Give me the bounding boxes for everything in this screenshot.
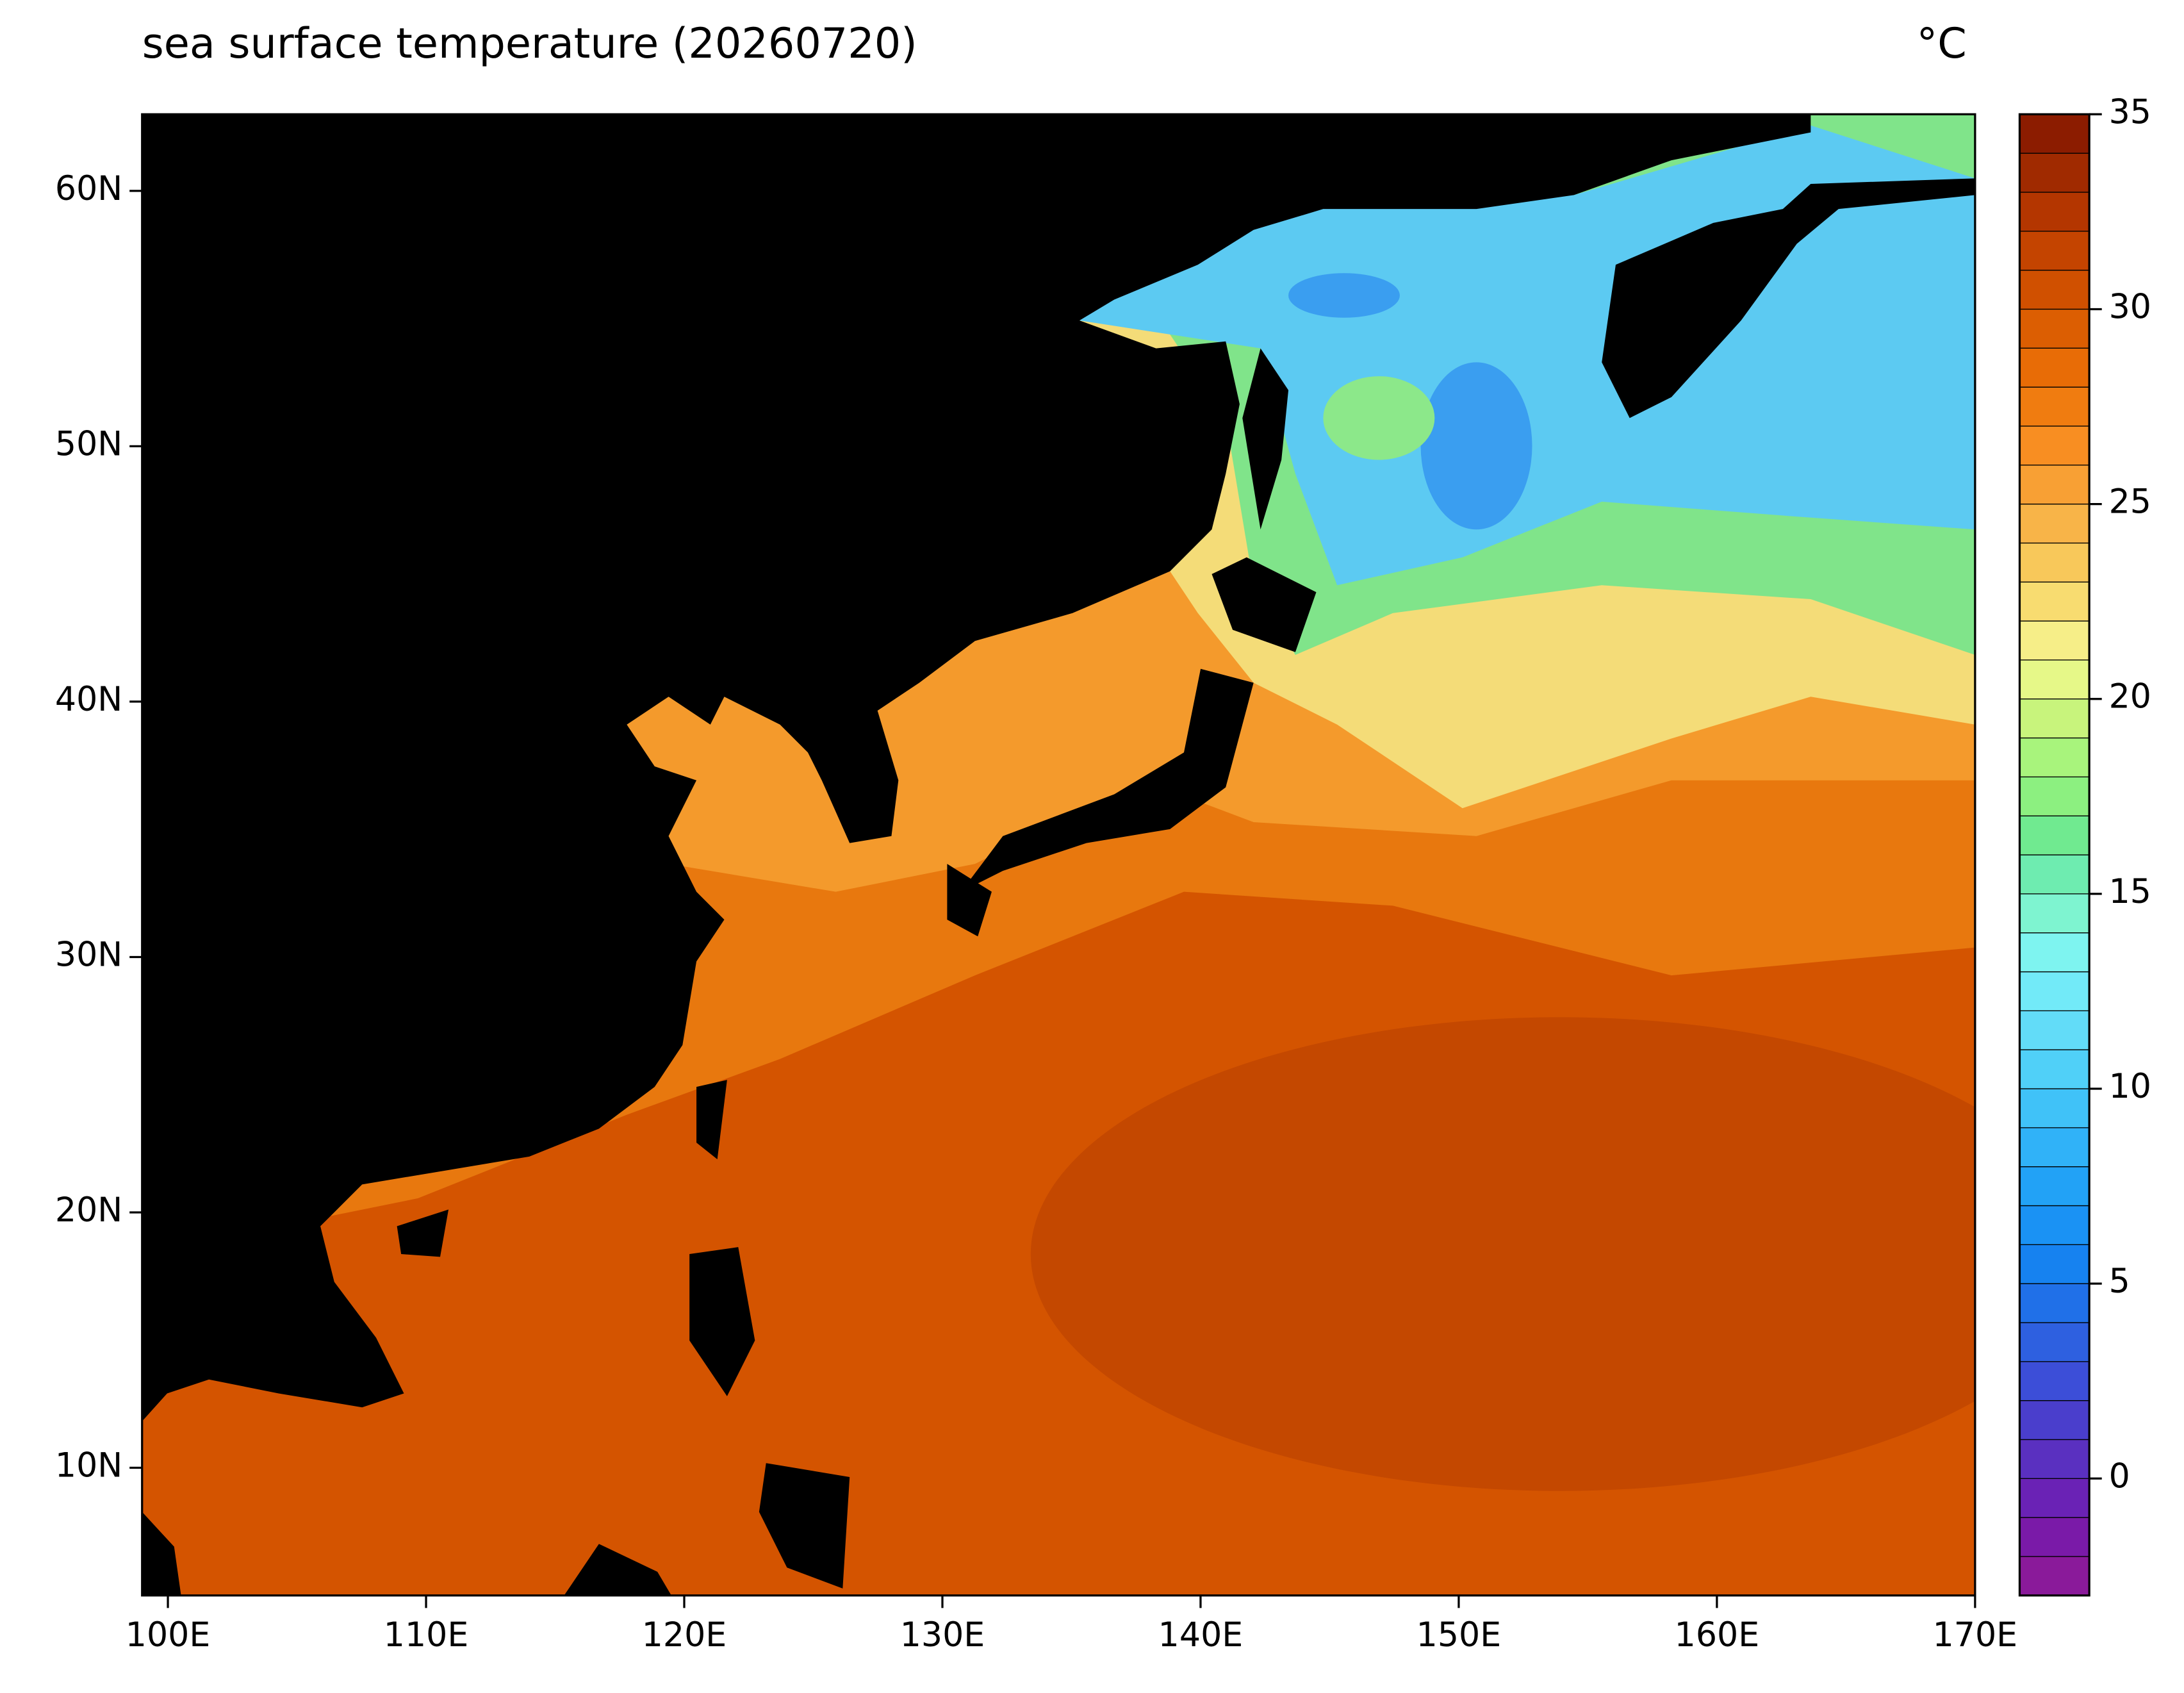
- colorbar-tick-label: 35: [2109, 93, 2151, 131]
- colorbar-band: [2019, 542, 2090, 582]
- colorbar-band: [2019, 854, 2090, 895]
- x-tick-label: 170E: [1933, 1616, 2018, 1655]
- x-tick-label: 120E: [642, 1616, 727, 1655]
- colorbar-band: [2019, 1127, 2090, 1168]
- map-frame: [141, 113, 1976, 1597]
- colorbar-band: [2019, 1478, 2090, 1518]
- colorbar-band: [2019, 815, 2090, 855]
- cold-patch: [1420, 362, 1532, 530]
- colorbar-tick-label: 10: [2109, 1068, 2151, 1106]
- colorbar-tick-label: 20: [2109, 678, 2151, 716]
- colorbar-band: [2019, 308, 2090, 349]
- colorbar-band: [2019, 386, 2090, 427]
- borneo: [564, 1544, 671, 1596]
- y-tick-label: 60N: [55, 170, 122, 208]
- colorbar-band: [2019, 1088, 2090, 1128]
- cold-patch: [1288, 273, 1400, 318]
- colorbar-band: [2019, 932, 2090, 973]
- warm-patch: [1323, 376, 1435, 460]
- colorbar-band: [2019, 659, 2090, 700]
- unit-label: °C: [1917, 19, 1967, 68]
- colorbar-band: [2019, 425, 2090, 466]
- colorbar-band: [2019, 1205, 2090, 1245]
- indochina: [142, 1512, 181, 1596]
- x-tick-label: 150E: [1416, 1616, 1502, 1655]
- x-tick-label: 160E: [1675, 1616, 1760, 1655]
- hokkaido: [1211, 557, 1317, 652]
- honshu: [961, 668, 1254, 892]
- colorbar-band: [2019, 1556, 2090, 1596]
- kyushu: [947, 864, 992, 937]
- colorbar-frame: [2018, 113, 2090, 1597]
- colorbar-band: [2019, 737, 2090, 778]
- colorbar-band: [2019, 1517, 2090, 1557]
- colorbar-band: [2019, 893, 2090, 934]
- sakhalin: [1242, 348, 1289, 530]
- colorbar-tick-label: 30: [2109, 288, 2151, 326]
- colorbar-band: [2019, 971, 2090, 1012]
- colorbar-tick-label: 15: [2109, 873, 2151, 911]
- colorbar-band: [2019, 1283, 2090, 1323]
- colorbar-band: [2019, 269, 2090, 310]
- colorbar-band: [2019, 1322, 2090, 1362]
- colorbar-band: [2019, 231, 2090, 271]
- taiwan: [696, 1080, 727, 1160]
- colorbar-band: [2019, 1049, 2090, 1089]
- colorbar-tick-label: 5: [2109, 1262, 2130, 1301]
- x-tick-label: 130E: [900, 1616, 985, 1655]
- colorbar-band: [2019, 1400, 2090, 1441]
- colorbar-tick-label: 0: [2109, 1457, 2130, 1496]
- colorbar-band: [2019, 153, 2090, 193]
- colorbar-band: [2019, 698, 2090, 739]
- y-tick-label: 40N: [55, 681, 122, 719]
- y-tick-label: 50N: [55, 425, 122, 463]
- luzon: [689, 1247, 755, 1396]
- colorbar-band: [2019, 192, 2090, 232]
- y-tick-label: 10N: [55, 1447, 122, 1485]
- colorbar-band: [2019, 113, 2090, 154]
- colorbar-band: [2019, 1166, 2090, 1207]
- colorbar-band: [2019, 347, 2090, 388]
- colorbar-band: [2019, 1244, 2090, 1284]
- colorbar-tick-label: 25: [2109, 483, 2151, 522]
- x-tick-label: 100E: [126, 1616, 211, 1655]
- kamchatka: [1602, 178, 1975, 418]
- asia: [142, 114, 1811, 1421]
- x-tick-label: 140E: [1158, 1616, 1244, 1655]
- map-area: [142, 114, 1975, 1596]
- hainan: [397, 1209, 449, 1257]
- colorbar-band: [2019, 465, 2090, 505]
- x-tick-label: 110E: [384, 1616, 469, 1655]
- colorbar-band: [2019, 581, 2090, 622]
- map-title: sea surface temperature (20260720): [142, 19, 917, 68]
- colorbar-band: [2019, 1361, 2090, 1401]
- colorbar-band: [2019, 1439, 2090, 1479]
- colorbar-band: [2019, 620, 2090, 661]
- warm-pool: [1031, 1017, 1975, 1491]
- colorbar-band: [2019, 1010, 2090, 1050]
- y-tick-label: 20N: [55, 1191, 122, 1230]
- colorbar-band: [2019, 776, 2090, 816]
- y-tick-label: 30N: [55, 936, 122, 974]
- colorbar-band: [2019, 503, 2090, 544]
